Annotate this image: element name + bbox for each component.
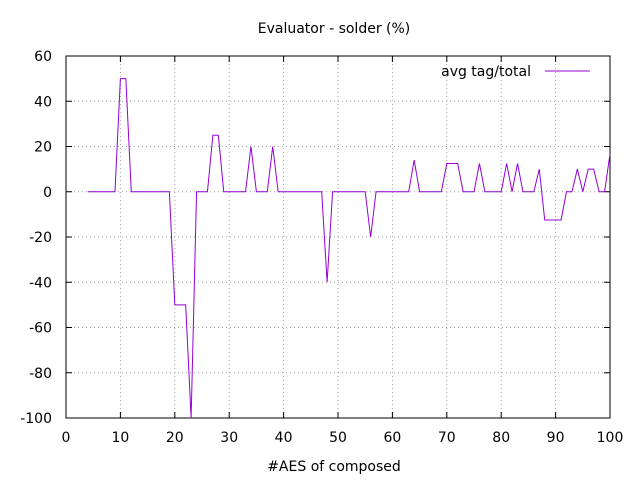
y-tick-label: 0 xyxy=(43,185,52,201)
y-tick-label: -40 xyxy=(29,275,52,291)
x-tick-label: 0 xyxy=(62,430,71,446)
series-layer xyxy=(88,79,610,418)
x-tick-label: 30 xyxy=(220,430,238,446)
y-tick-label: -100 xyxy=(20,411,52,427)
axis-ticks: 0 10 20 30 40 50 60 70 80 90 100 -100 -80 -60 -40 -20 0 2… xyxy=(20,49,623,446)
x-tick-label: 50 xyxy=(329,430,347,446)
x-axis-label: #AES of composed xyxy=(267,459,401,475)
x-tick-label: 90 xyxy=(547,430,565,446)
y-tick-label: -60 xyxy=(29,321,52,337)
chart-title: Evaluator - solder (%) xyxy=(258,21,411,37)
legend-label: avg tag/total xyxy=(441,64,531,80)
y-tick-label: -80 xyxy=(29,366,52,382)
grid-lines xyxy=(66,56,610,418)
x-tick-label: 70 xyxy=(438,430,456,446)
y-tick-label: -20 xyxy=(29,230,52,246)
series-line-0 xyxy=(88,79,610,418)
y-tick-label: 20 xyxy=(34,140,52,156)
x-tick-label: 100 xyxy=(597,430,624,446)
y-tick-label: 40 xyxy=(34,94,52,110)
x-tick-label: 60 xyxy=(383,430,401,446)
x-tick-label: 20 xyxy=(166,430,184,446)
x-tick-label: 80 xyxy=(492,430,510,446)
x-tick-label: 10 xyxy=(111,430,129,446)
x-tick-label: 40 xyxy=(275,430,293,446)
legend: avg tag/total xyxy=(441,64,590,80)
y-tick-label: 60 xyxy=(34,49,52,65)
